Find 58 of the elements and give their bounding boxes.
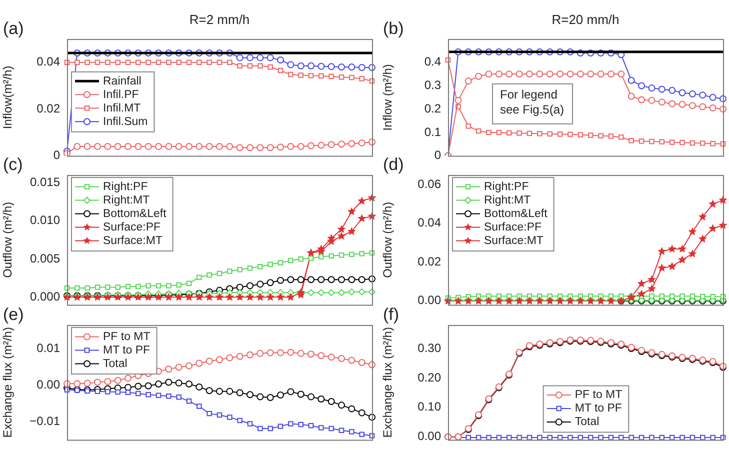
y-tick-label: 0.06	[418, 177, 442, 191]
y-tick-label: 0.04	[36, 54, 60, 69]
y-tick-label: 0.4	[424, 54, 442, 69]
legend-label: Rainfall	[103, 75, 142, 88]
y-tick-label: 0.02	[36, 101, 60, 116]
y-tick-label: 0.015	[30, 174, 60, 189]
legend-label: Surface:PF	[103, 221, 161, 234]
y-tick-label: 0	[53, 148, 60, 162]
legend-label: Right:PF	[103, 180, 148, 193]
y-tick-label: 0.000	[30, 289, 60, 304]
text: (c)	[3, 155, 23, 174]
y-axis-title: Outflow (m²/h)	[0, 202, 15, 278]
y-tick-label: 0.02	[418, 254, 442, 268]
y-tick-label: 0.3	[424, 78, 442, 92]
y-axis-title: Exchange flux (m²/h)	[380, 327, 395, 438]
legend-label: Surface:MT	[103, 234, 162, 247]
legend-label: Infil.MT	[103, 102, 141, 114]
y-tick-label: 0.30	[418, 340, 442, 355]
legend-label: MT to PF	[103, 344, 150, 356]
y-tick-label: 0.00	[36, 377, 60, 392]
y-tick-label: 0.1	[424, 124, 442, 139]
text: (f)	[383, 305, 400, 324]
legend-label: Right:MT	[103, 194, 150, 206]
legend-label: Infil.Sum	[103, 116, 148, 128]
y-tick-label: 0	[434, 148, 442, 162]
y-tick-label: 0.04	[418, 216, 442, 230]
y-axis-title: Exchange flux (m²/h)	[0, 327, 15, 438]
legend-label: Total	[574, 416, 600, 428]
y-tick-label: 0.005	[30, 251, 60, 266]
y-tick-label: 0.00	[418, 429, 442, 444]
y-tick-label: 0.10	[418, 400, 442, 414]
y-tick-label: 0.010	[30, 213, 60, 228]
legend-label: MT to PF	[574, 402, 622, 415]
text: (d)	[383, 155, 404, 174]
annotation: For legend see Fig.5(a)	[500, 88, 564, 117]
legend-label: Right:PF	[484, 180, 529, 193]
text: (b)	[383, 19, 404, 38]
legend-label: Total	[103, 358, 128, 370]
legend-label: PF to MT	[103, 330, 150, 343]
y-tick-label: 0.20	[418, 370, 442, 384]
legend-label: Surface:MT	[484, 234, 544, 247]
chart-title: R=20 mm/h	[552, 12, 620, 27]
legend-label: Right:MT	[484, 194, 531, 206]
y-tick-label: 0.00	[418, 293, 442, 308]
text: (e)	[3, 305, 24, 324]
y-tick-label: 0.2	[424, 101, 442, 116]
y-axis-title: Inflow(m²/h)	[0, 66, 15, 130]
y-tick-label: −0.01	[30, 414, 60, 428]
legend-label: Bottom&Left	[103, 208, 168, 220]
chart-title: R=2 mm/h	[189, 12, 250, 27]
legend-label: Bottom&Left	[484, 208, 548, 220]
legend-label: PF to MT	[574, 389, 622, 402]
legend-label: Surface:PF	[484, 221, 542, 234]
y-axis-title: Outflow (m²/h)	[380, 202, 395, 278]
y-axis-title: Inflow (m²/h)	[380, 64, 395, 131]
legend-label: Infil.PF	[103, 88, 139, 101]
y-tick-label: 0.01	[36, 341, 60, 355]
text: (a)	[3, 19, 24, 38]
